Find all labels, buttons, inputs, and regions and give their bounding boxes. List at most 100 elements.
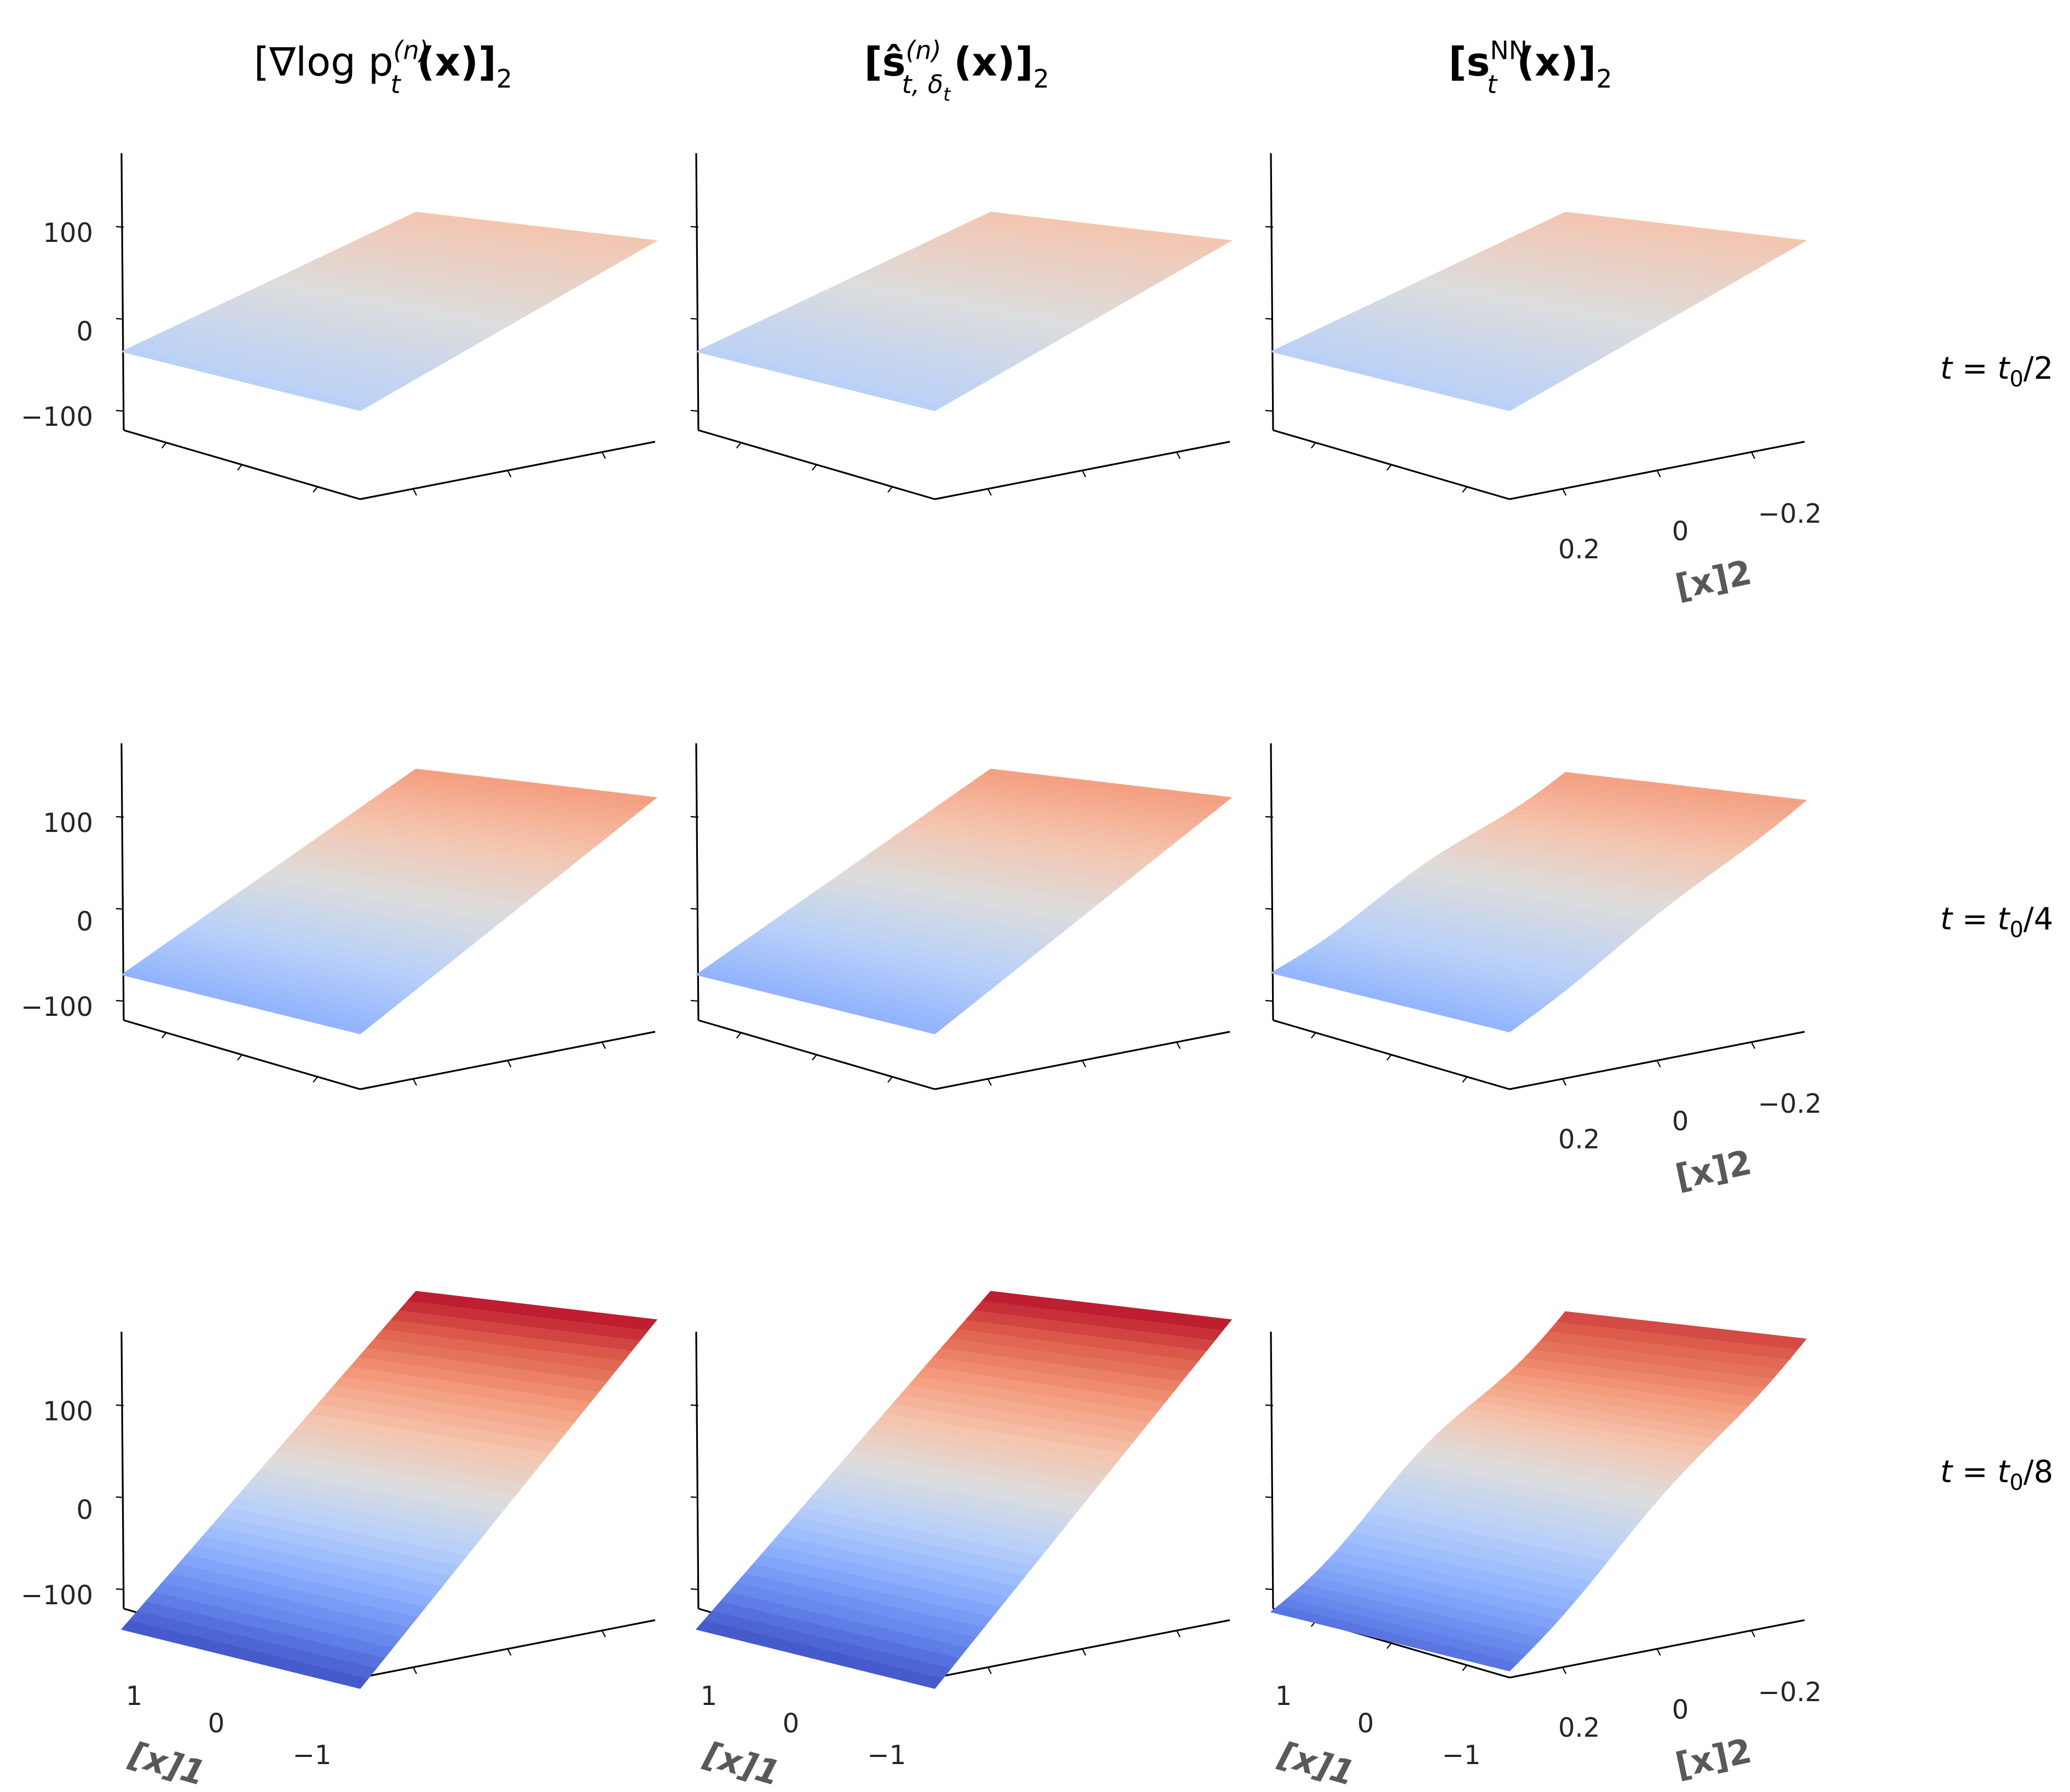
z-axis-line [695,153,699,431]
x2-tick-mark [507,1060,512,1067]
x1-tick-mark [1386,1054,1392,1061]
x2-tick-mark [1750,1630,1755,1638]
surface-strip [1556,772,1807,808]
x2-tick-mark [1750,452,1755,459]
z-tick-label: 100 [43,1396,93,1427]
row-label-1: t = t0/4 [1940,901,2053,943]
x1-tick-label: 1 [701,1681,718,1712]
x1-tick-mark [313,486,319,493]
surface-panel-0-1 [690,153,1233,500]
x1-tick-label: 0 [1357,1708,1374,1739]
x2-tick-mark [601,1042,606,1049]
x1-tick-mark [237,464,242,471]
surface-strip [407,1291,658,1331]
x2-tick-mark [987,1667,992,1674]
row-label-0: t = t0/2 [1940,351,2053,392]
x1-tick-mark [887,1076,893,1083]
x2-tick-label: 0 [1672,1695,1689,1725]
x1-tick-label: −1 [868,1740,906,1771]
x2-tick-label: −0.2 [1758,499,1822,529]
x1-axis-label: [x]1 [125,1734,210,1792]
surface-panel-0-2: 0.2 0 −0.2[x]2 [1265,153,1822,607]
surface-panel-0-0: 100 0 −100 [21,153,658,500]
x2-tick-label: −0.2 [1758,1677,1822,1708]
x2-tick-mark [413,1667,418,1674]
z-axis-line [120,1331,125,1609]
x2-axis-label: [x]2 [1672,1731,1755,1785]
z-tick-label: 100 [43,218,93,248]
z-axis-line [695,743,699,1021]
column-title-2: [sNN t (x)]2 [1448,36,1612,99]
x2-tick-mark [601,1630,606,1638]
x1-tick-label: 1 [1275,1681,1292,1712]
x1-tick-mark [161,1032,167,1039]
x2-tick-mark [601,452,606,459]
x1-tick-label: −1 [293,1740,332,1771]
x1-tick-mark [1462,1664,1468,1672]
x2-tick-mark [1562,1078,1567,1086]
row-label-2: t = t0/8 [1940,1454,2053,1495]
x2-tick-label: −0.2 [1758,1089,1822,1119]
x2-tick-mark [1082,1649,1086,1656]
surface-strip [407,768,658,805]
z-axis-line [1270,1331,1274,1609]
x2-tick-mark [507,1649,512,1656]
x1-tick-mark [313,1076,319,1083]
x2-tick-mark [1656,1060,1661,1067]
z-tick-label: −100 [21,1580,93,1611]
surface-strip [981,768,1233,805]
z-axis-line [1270,153,1274,431]
surface-panel-2-2: 1 0 −1 [x]1 0.2 0 −0.2[x]2 [1265,1311,1822,1792]
x1-tick-mark [1310,442,1316,449]
x1-tick-mark [1462,486,1468,493]
column-title-0: [∇log p(n) t (x)]2 [254,36,512,99]
x2-tick-mark [413,488,418,496]
x2-tick-mark [1176,1042,1181,1049]
x1-tick-mark [1386,1643,1392,1649]
x2-tick-mark [987,1078,992,1086]
x2-axis-label: [x]2 [1672,1142,1755,1197]
x1-tick-label: 1 [126,1681,143,1712]
panels: 1000−1000.20−0.2[x]21000−1000.20−0.2[x]2… [21,153,1822,1792]
x2-tick-mark [1082,470,1086,477]
x1-tick-label: −1 [1442,1740,1481,1771]
x1-tick-mark [812,464,817,471]
z-axis-line [695,1331,699,1609]
x2-tick-label: 0.2 [1558,1124,1600,1155]
z-tick-label: 0 [76,906,93,937]
x1-tick-mark [1310,1032,1316,1039]
x2-axis-label: [x]2 [1672,552,1755,607]
z-tick-label: 100 [43,808,93,839]
surface-panel-2-1: 1 0 −1 [x]1 [690,1291,1233,1792]
x1-tick-mark [812,1054,817,1061]
z-tick-mark [1265,1496,1274,1499]
x1-tick-mark [736,442,742,449]
x1-tick-mark [1386,464,1392,471]
z-tick-mark [115,1404,124,1407]
surface-strip [1556,1311,1807,1350]
x2-tick-mark [1176,452,1181,459]
x1-tick-mark [237,1054,242,1061]
x2-tick-mark [1562,488,1567,496]
z-tick-label: −100 [21,992,93,1022]
surface-panel-1-1 [690,743,1233,1090]
x1-tick-label: 0 [783,1708,800,1739]
x2-tick-mark [1656,470,1661,477]
x2-tick-label: 0 [1672,1106,1689,1137]
z-tick-mark [690,1496,699,1499]
surface-strip [981,1291,1233,1331]
z-tick-mark [115,1496,124,1499]
surface-strip [406,211,658,246]
z-axis-line [1270,743,1274,1021]
column-title-1: [ŝ(n) t, δt(x)]2 [864,36,1049,106]
x1-tick-mark [161,442,167,449]
x2-tick-mark [413,1078,418,1086]
surface-panel-1-2: 0.2 0 −0.2[x]2 [1265,743,1822,1197]
x2-tick-label: 0.2 [1558,1713,1600,1743]
z-tick-mark [1265,1404,1274,1407]
x2-tick-mark [1750,1042,1755,1049]
x2-tick-mark [1176,1630,1181,1638]
z-tick-mark [690,1404,699,1407]
x1-tick-mark [736,1032,742,1039]
